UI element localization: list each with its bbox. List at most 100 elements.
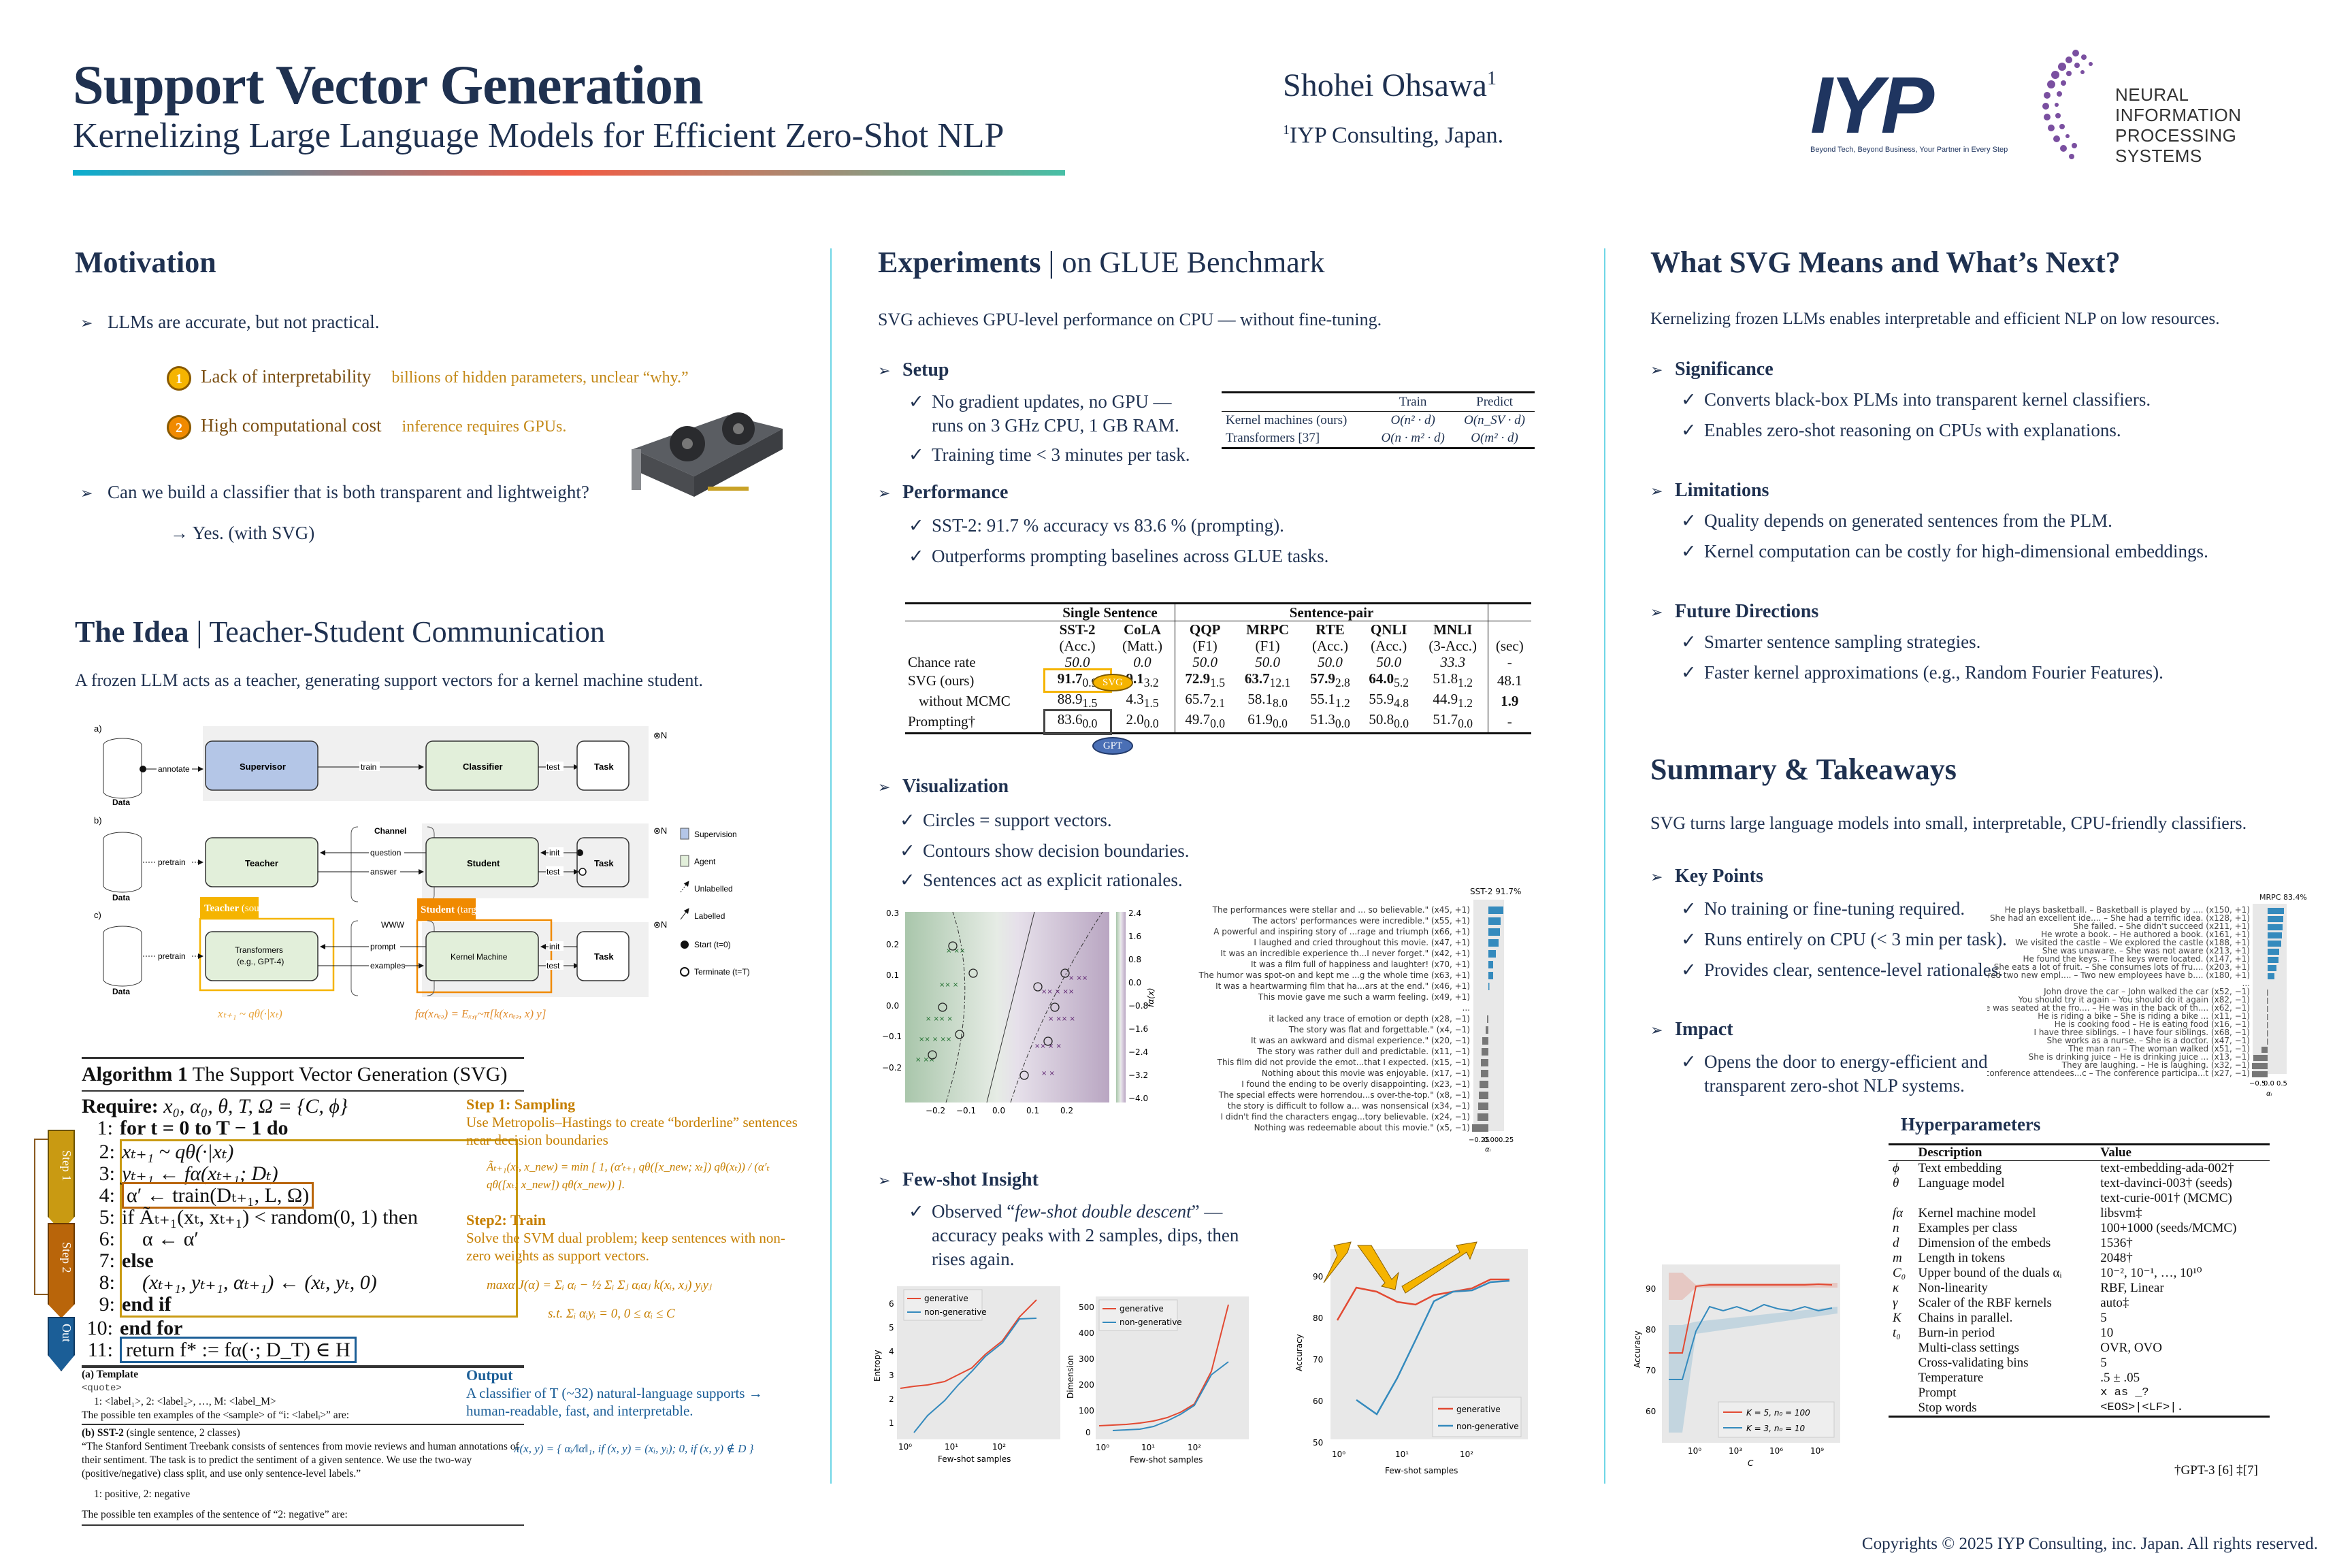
svg-text:annotate: annotate bbox=[158, 764, 190, 774]
cell: 44.9 bbox=[1433, 691, 1458, 708]
svg-text:Unlabelled: Unlabelled bbox=[694, 884, 733, 894]
svg-text:0.2: 0.2 bbox=[1060, 1106, 1073, 1115]
svg-text:generative: generative bbox=[1456, 1405, 1501, 1414]
metric: (F1) bbox=[1255, 638, 1280, 654]
svg-text:−2.4: −2.4 bbox=[1128, 1047, 1148, 1057]
svg-text:Few-shot samples: Few-shot samples bbox=[1385, 1466, 1458, 1475]
svg-text:4: 4 bbox=[889, 1347, 894, 1356]
description: Dimension of the embeds bbox=[1918, 1236, 2051, 1250]
check-icon: ✓ bbox=[1681, 1051, 1697, 1072]
svg-text:10²: 10² bbox=[992, 1442, 1006, 1452]
svg-text:train: train bbox=[361, 762, 376, 772]
svg-text:non-generative: non-generative bbox=[1456, 1422, 1519, 1431]
hp-row: K Chains in parallel. 5 bbox=[1889, 1311, 2270, 1326]
line-text-train: α′ ← train(Dₜ₊₁, L, Ω) bbox=[122, 1182, 314, 1209]
svg-text:70: 70 bbox=[1313, 1355, 1323, 1365]
performance-heading: ➢ Performance bbox=[878, 482, 1008, 504]
arrowhead-icon: ➢ bbox=[1650, 1022, 1663, 1039]
symbol bbox=[1889, 1371, 1914, 1386]
impact-item-l2: transparent zero-shot NLP systems. bbox=[1704, 1075, 1965, 1096]
sd: 0.0 bbox=[1394, 717, 1409, 731]
svg-text:−0.2: −0.2 bbox=[926, 1106, 945, 1115]
hp-row: C₀ Upper bound of the duals αᵢ 10⁻², 10⁻¹,… bbox=[1889, 1266, 2270, 1281]
item-emphasis: few-shot double descent bbox=[1015, 1201, 1192, 1222]
future-item-2: ✓ Faster kernel approximations (e.g., Ran… bbox=[1681, 659, 2163, 686]
setup-item-1: ✓ No gradient updates, no GPU — bbox=[909, 388, 1171, 415]
cell: 4.3 bbox=[1126, 691, 1144, 708]
sd: 0.0 bbox=[1458, 717, 1473, 731]
svg-text:She had an excellent ide.... –: She had an excellent ide.... – She had a… bbox=[1990, 913, 2250, 923]
step2-marker-label: Step 2 bbox=[60, 1242, 74, 1273]
limitations-item-2: ✓ Kernel computation can be costly for hi… bbox=[1681, 538, 2208, 565]
svg-text:Task: Task bbox=[594, 951, 614, 962]
check-icon: ✓ bbox=[909, 515, 924, 536]
keypoint-3: ✓ Provides clear, sentence-level rational… bbox=[1681, 956, 2003, 983]
impact-heading: ➢ Impact bbox=[1650, 1019, 1733, 1041]
cell: 55.9 bbox=[1369, 691, 1394, 708]
algo-header-bold: Algorithm 1 bbox=[82, 1063, 188, 1085]
svg-text:0.0: 0.0 bbox=[1128, 978, 1141, 987]
line-number: 2: bbox=[99, 1141, 115, 1163]
value: RBF, Linear bbox=[2100, 1281, 2164, 1295]
svg-text:Labelled: Labelled bbox=[694, 911, 725, 921]
cell: 33.3 bbox=[1418, 654, 1488, 670]
svg-text:× ××: × ×× bbox=[1068, 975, 1088, 982]
svg-text:0.00: 0.00 bbox=[1484, 1137, 1499, 1144]
svg-text:⊗N: ⊗N bbox=[653, 730, 667, 740]
cell: 63.7 bbox=[1244, 670, 1270, 687]
step1-marker-label: Step 1 bbox=[60, 1150, 74, 1181]
value: 10 bbox=[2100, 1326, 2114, 1340]
hp-row: Cross-validating bins 5 bbox=[1889, 1356, 2270, 1371]
svg-text:It was a heartwarming film tha: It was a heartwarming film that ha...ars… bbox=[1215, 981, 1470, 991]
svg-text:10⁰: 10⁰ bbox=[898, 1442, 912, 1452]
svg-text:Nothing was redeemable about t: Nothing was redeemable about this movie.… bbox=[1254, 1123, 1470, 1132]
task-header: SST-2 bbox=[1059, 621, 1096, 638]
cell: - bbox=[1507, 713, 1512, 730]
item-desc: inference requires GPUs. bbox=[402, 418, 567, 436]
symbol bbox=[1889, 1356, 1914, 1371]
task-header: MRPC bbox=[1246, 621, 1290, 638]
exp-title-bold: Experiments bbox=[878, 246, 1041, 279]
step2-formula-objective: maxα J(α) = Σᵢ αᵢ − ½ Σᵢ Σⱼ αᵢαⱼ k(xᵢ, x… bbox=[487, 1278, 713, 1292]
svg-text:Data: Data bbox=[112, 987, 130, 996]
line-number: 3: bbox=[99, 1162, 115, 1185]
template-a-line1: <quote> bbox=[82, 1383, 122, 1394]
svg-text:Nothing about this movie was e: Nothing about this movie was enjoyable. … bbox=[1262, 1068, 1470, 1078]
arrowhead-icon: ➢ bbox=[1650, 483, 1663, 500]
svg-text:10⁶: 10⁶ bbox=[1769, 1446, 1783, 1456]
item-text: Runs entirely on CPU (< 3 min per task). bbox=[1704, 929, 2007, 949]
copyright: Copyrights © 2025 IYP Consulting, inc. J… bbox=[1861, 1535, 2318, 1553]
author-sup: 1 bbox=[1486, 68, 1497, 89]
sd: 0.0 bbox=[1143, 717, 1159, 731]
line-text: end for bbox=[120, 1317, 183, 1339]
value: x as _? bbox=[2100, 1386, 2149, 1399]
line-number: 7: bbox=[99, 1250, 115, 1272]
value: 10⁻², 10⁻¹, …, 10¹⁰ bbox=[2100, 1266, 2202, 1280]
svg-text:She works as a nurse. – She is: She works as a nurse. – She is a doctor.… bbox=[2047, 1036, 2250, 1045]
svg-text:The special effects were horre: The special effects were horrendou...s o… bbox=[1218, 1090, 1470, 1100]
svg-text:Accuracy: Accuracy bbox=[1633, 1330, 1642, 1368]
neurips-line2: PROCESSING SYSTEMS bbox=[2115, 125, 2237, 166]
svg-text:The actors' performances were: The actors' performances were incredible… bbox=[1252, 916, 1471, 926]
svg-text:examples: examples bbox=[370, 961, 405, 970]
svg-text:50: 50 bbox=[1313, 1438, 1323, 1448]
svg-text:αᵢ: αᵢ bbox=[2266, 1090, 2272, 1098]
line-text: for t = 0 to T − 1 do bbox=[120, 1117, 289, 1139]
neurips-logo: NEURAL INFORMATION PROCESSING SYSTEMS bbox=[2035, 45, 2307, 166]
line-text: else bbox=[122, 1250, 154, 1272]
cell: O(m² · d) bbox=[1471, 431, 1518, 445]
symbol: θ bbox=[1893, 1176, 1899, 1190]
cell: 49.7 bbox=[1185, 711, 1211, 728]
value: text-curie-001† (MCMC) bbox=[2100, 1191, 2232, 1205]
group-title: Limitations bbox=[1675, 480, 1769, 501]
svg-text:It was an awkward and dismal e: It was an awkward and dismal experience.… bbox=[1251, 1036, 1470, 1045]
svg-text:−0.2: −0.2 bbox=[882, 1063, 902, 1073]
svg-text:John drove the car – John walk: John drove the car – John walked the car… bbox=[2043, 987, 2250, 996]
cell: 83.6 bbox=[1057, 711, 1083, 728]
sd: 8.0 bbox=[1273, 696, 1288, 710]
motivation-item-2: 2 High computational cost inference requir… bbox=[167, 415, 566, 440]
keypoint-2: ✓ Runs entirely on CPU (< 3 min per task)… bbox=[1681, 926, 2007, 953]
svg-text:She eats a lot of fruit. – She: She eats a lot of fruit. – She consumes … bbox=[1994, 962, 2250, 972]
task-header: QQP bbox=[1189, 621, 1221, 638]
cell: 1.9 bbox=[1501, 693, 1519, 710]
